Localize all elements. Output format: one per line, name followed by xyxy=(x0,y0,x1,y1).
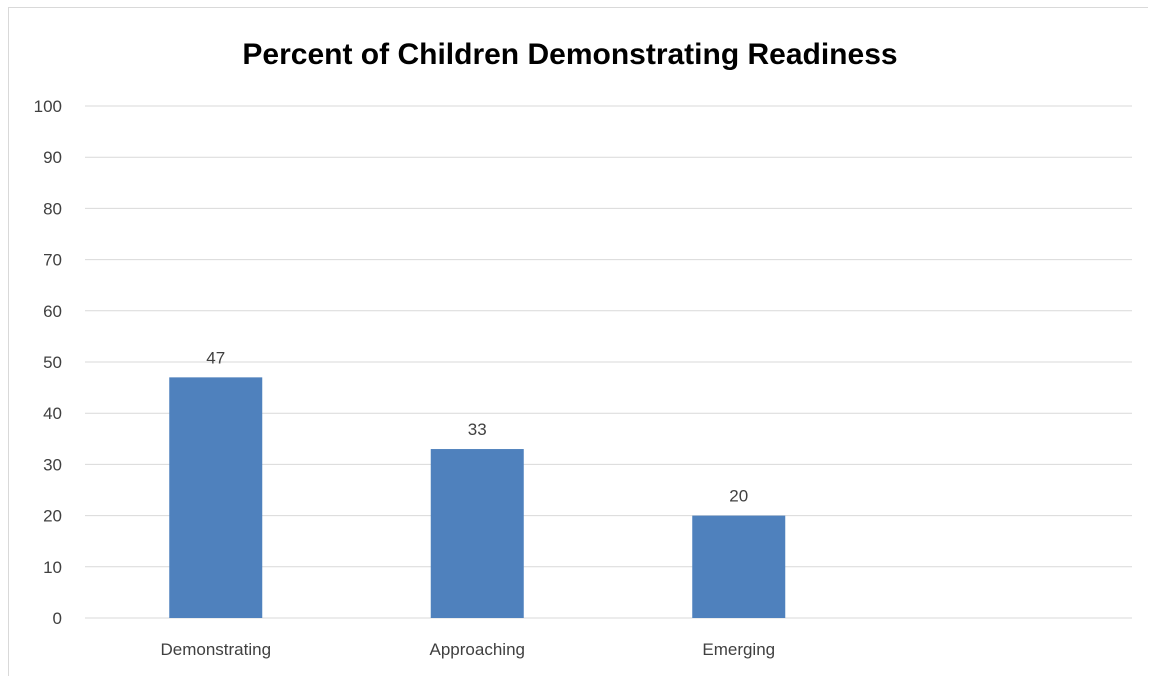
y-tick-label: 90 xyxy=(43,148,62,167)
y-tick-label: 20 xyxy=(43,507,62,526)
y-tick-label: 50 xyxy=(43,353,62,372)
y-tick-label: 40 xyxy=(43,404,62,423)
data-label-emerging: 20 xyxy=(729,487,748,506)
chart-title: Percent of Children Demonstrating Readin… xyxy=(242,38,897,71)
bar-emerging xyxy=(692,515,786,618)
data-label-demonstrating: 47 xyxy=(206,348,225,367)
data-label-approaching: 33 xyxy=(468,420,487,439)
y-tick-label: 100 xyxy=(34,97,62,116)
bar-demonstrating xyxy=(169,377,263,618)
y-tick-label: 10 xyxy=(43,558,62,577)
y-axis-tick-labels: 0 10 20 30 40 50 60 70 80 90 100 xyxy=(34,97,62,628)
y-tick-label: 30 xyxy=(43,455,62,474)
category-label-approaching: Approaching xyxy=(430,640,525,659)
bars xyxy=(169,377,786,618)
x-axis-category-labels: Demonstrating Approaching Emerging xyxy=(160,640,775,659)
data-labels: 47 33 20 xyxy=(206,348,748,505)
y-tick-label: 0 xyxy=(53,609,62,628)
category-label-demonstrating: Demonstrating xyxy=(160,640,271,659)
bar-approaching xyxy=(430,449,524,618)
category-label-emerging: Emerging xyxy=(702,640,775,659)
grid-layer xyxy=(85,105,1132,619)
y-tick-label: 80 xyxy=(43,199,62,218)
y-tick-label: 70 xyxy=(43,251,62,270)
y-tick-label: 60 xyxy=(43,302,62,321)
